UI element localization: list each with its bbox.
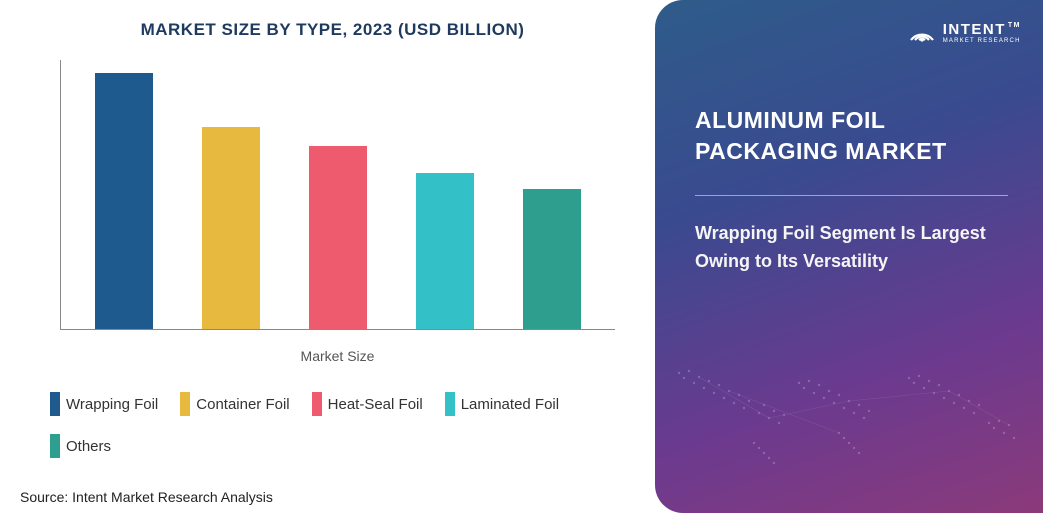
legend-item-others: Others (50, 434, 111, 458)
logo-text: INTENTTM MARKET RESEARCH (943, 22, 1021, 44)
bar-others (523, 189, 581, 329)
headline: ALUMINUM FOIL PACKAGING MARKET (695, 105, 1008, 167)
logo-sub: MARKET RESEARCH (943, 38, 1021, 44)
legend-item-container-foil: Container Foil (180, 392, 289, 416)
legend-item-heat-seal-foil: Heat-Seal Foil (312, 392, 423, 416)
logo-tm: TM (1008, 22, 1021, 29)
logo-main: INTENTTM (943, 22, 1021, 37)
legend-swatch (445, 392, 455, 416)
x-axis-label: Market Size (60, 348, 615, 364)
legend-swatch (50, 434, 60, 458)
legend-swatch (50, 392, 60, 416)
world-map-decoration (655, 333, 1043, 503)
bar-heat-seal-foil (309, 146, 367, 329)
legend-swatch (312, 392, 322, 416)
chart-plot (60, 60, 615, 330)
bar-container-foil (202, 127, 260, 329)
chart-area: Market Size Wrapping Foil Container Foil H… (30, 60, 635, 503)
brand-logo: INTENTTM MARKET RESEARCH (907, 18, 1021, 48)
left-panel: MARKET SIZE BY TYPE, 2023 (USD BILLION) … (0, 0, 655, 513)
legend: Wrapping Foil Container Foil Heat-Seal Foi… (50, 392, 615, 458)
logo-brand: INTENT (943, 21, 1006, 38)
bars-container (61, 60, 615, 329)
source-text: Source: Intent Market Research Analysis (20, 489, 273, 505)
legend-label: Container Foil (196, 396, 289, 413)
legend-item-laminated-foil: Laminated Foil (445, 392, 559, 416)
right-panel: INTENTTM MARKET RESEARCH ALUMINUM FOIL P… (655, 0, 1043, 513)
bar-wrapping-foil (95, 73, 153, 329)
legend-swatch (180, 392, 190, 416)
legend-label: Heat-Seal Foil (328, 396, 423, 413)
chart-title: MARKET SIZE BY TYPE, 2023 (USD BILLION) (30, 20, 635, 40)
legend-label: Wrapping Foil (66, 396, 158, 413)
legend-label: Others (66, 438, 111, 455)
wifi-arc-icon (907, 18, 937, 48)
subhead: Wrapping Foil Segment Is Largest Owing t… (695, 220, 1008, 276)
divider (695, 195, 1008, 196)
legend-label: Laminated Foil (461, 396, 559, 413)
bar-laminated-foil (416, 173, 474, 329)
legend-item-wrapping-foil: Wrapping Foil (50, 392, 158, 416)
